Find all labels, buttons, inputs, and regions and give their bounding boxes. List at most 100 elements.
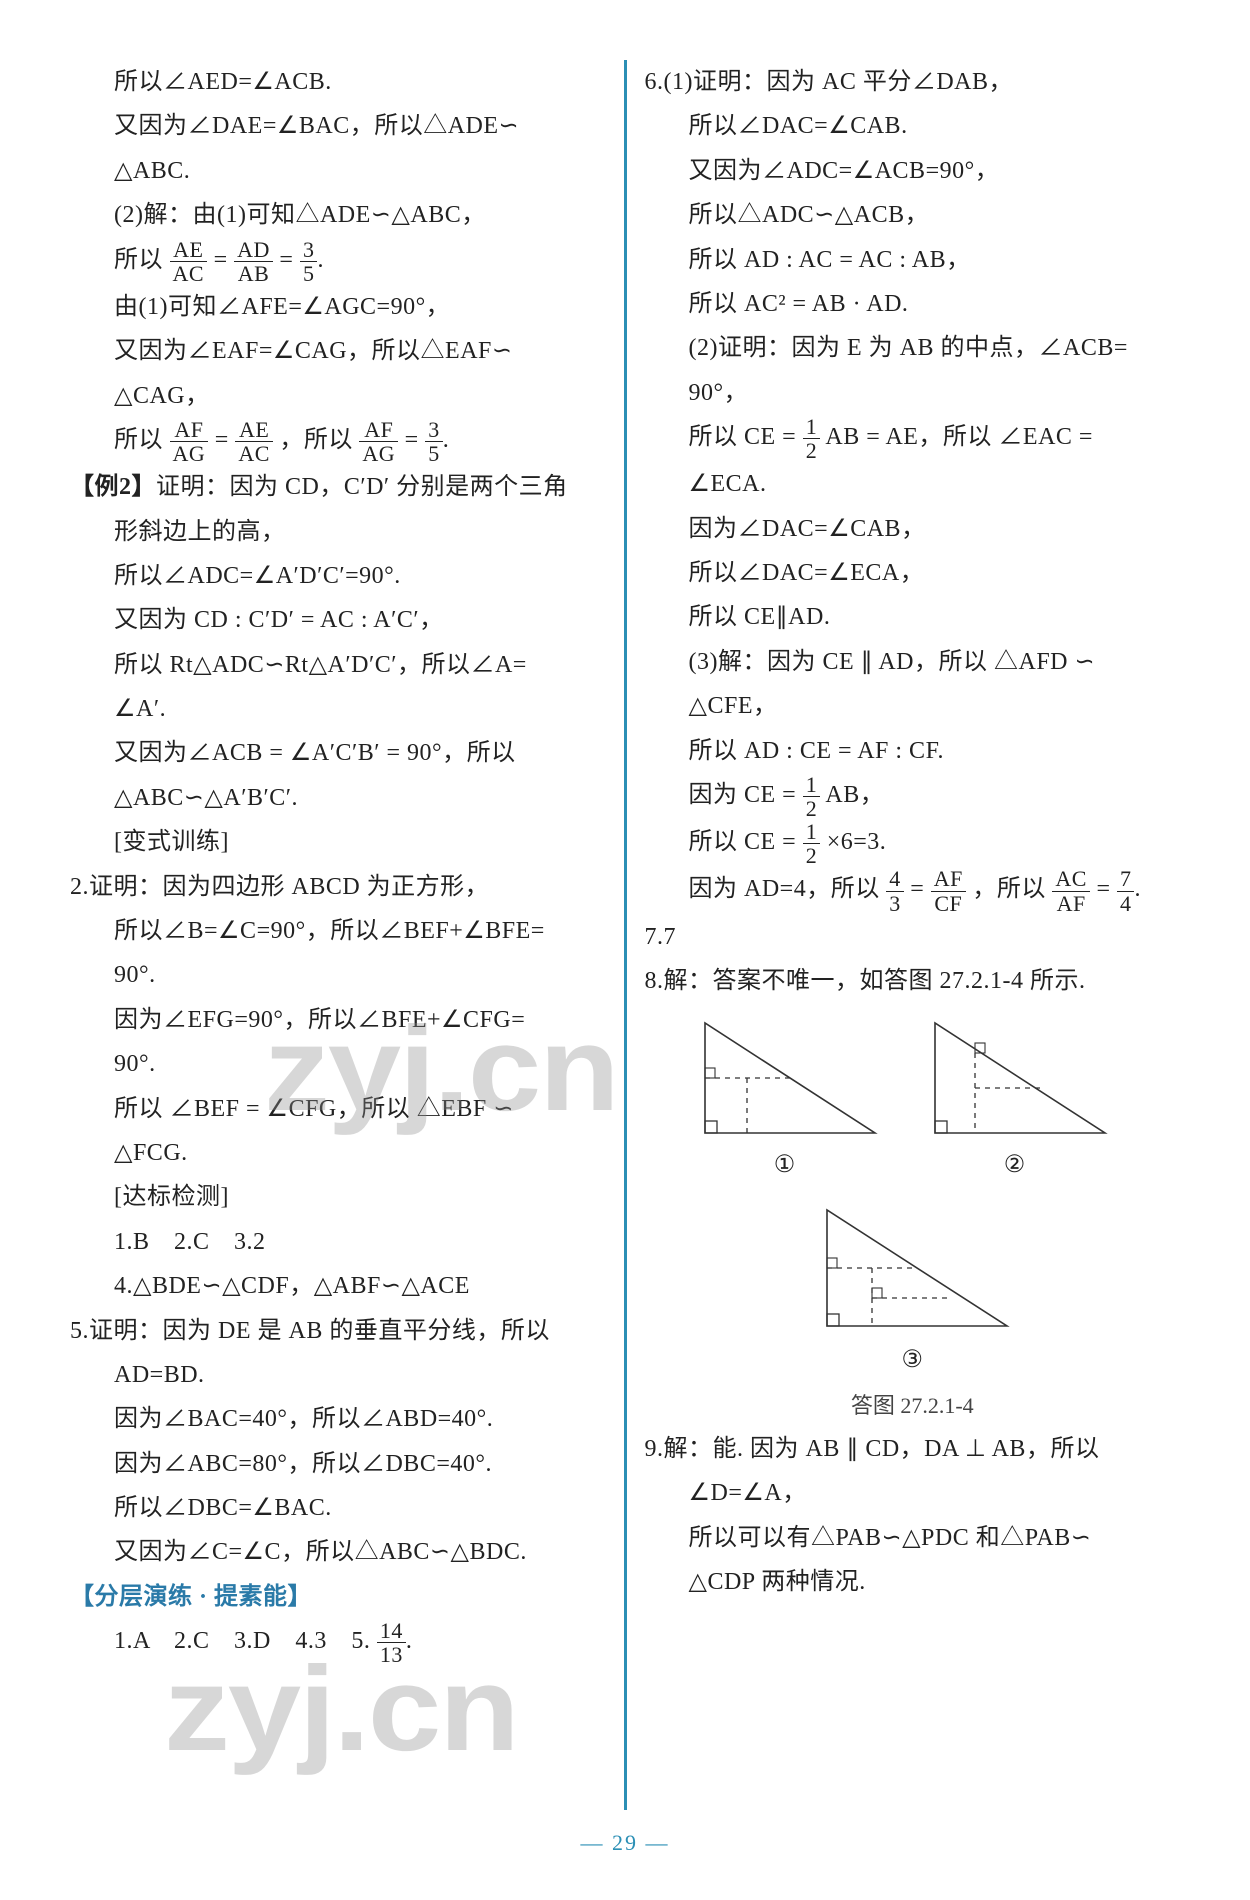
- fraction: ACAF: [1052, 867, 1090, 914]
- triangle-icon: [802, 1198, 1022, 1338]
- text: ×6=3.: [827, 829, 887, 855]
- fraction: 35: [425, 418, 443, 465]
- text-line: 又因为∠C=∠C，所以△ABC∽△BDC.: [70, 1530, 606, 1574]
- text-line: 所以∠B=∠C=90°，所以∠BEF+∠BFE=: [70, 909, 606, 953]
- text: 所以: [114, 427, 163, 453]
- text-line: (2)证明：因为 E 为 AB 的中点，∠ACB=: [645, 326, 1181, 370]
- text: AB，: [825, 782, 884, 808]
- text-line: 所以 CE = 12 AB = AE，所以 ∠EAC =: [645, 415, 1181, 462]
- example-2-head: 【例2】证明：因为 CD，C′D′ 分别是两个三角: [70, 465, 606, 509]
- fraction: AEAC: [235, 418, 273, 465]
- text-line: 又因为∠ADC=∠ACB=90°，: [645, 149, 1181, 193]
- text-line: 所以 CE = 12 ×6=3.: [645, 820, 1181, 867]
- text: 所以 CE =: [689, 829, 797, 855]
- text-line: 90°.: [70, 953, 606, 997]
- fraction: AFCF: [931, 867, 966, 914]
- text-line: 所以可以有△PAB∽△PDC 和△PAB∽: [645, 1516, 1181, 1560]
- text-line: 所以 AC² = AB · AD.: [645, 282, 1181, 326]
- subhead-variant: [变式训练]: [70, 820, 606, 864]
- text: 因为 CE =: [689, 782, 797, 808]
- triangle-icon: [915, 1013, 1115, 1143]
- figure-row-1: ① ②: [685, 1013, 1181, 1187]
- text-line: 所以 CE∥AD.: [645, 595, 1181, 639]
- text-line: △CFE，: [645, 684, 1181, 728]
- text-line: 90°.: [70, 1042, 606, 1086]
- page-columns: 所以∠AED=∠ACB. 又因为∠DAE=∠BAC，所以△ADE∽ △ABC. …: [70, 60, 1180, 1810]
- text-line: 因为∠ABC=80°，所以∠DBC=40°.: [70, 1442, 606, 1486]
- text: 因为 AD=4，所以: [689, 877, 880, 903]
- text-line: 所以∠DAC=∠ECA，: [645, 551, 1181, 595]
- text-line: ∠D=∠A，: [645, 1471, 1181, 1515]
- text-line: 所以∠ADC=∠A′D′C′=90°.: [70, 554, 606, 598]
- text: ，所以: [279, 427, 353, 453]
- fraction: AFAG: [170, 418, 209, 465]
- text-line: AD=BD.: [70, 1353, 606, 1397]
- text-line: 所以 AD : CE = AF : CF.: [645, 729, 1181, 773]
- text-line: 又因为 CD : C′D′ = AC : A′C′，: [70, 598, 606, 642]
- text-line: 所以 Rt△ADC∽Rt△A′D′C′，所以∠A=: [70, 643, 606, 687]
- figure-1: ①: [685, 1013, 885, 1187]
- text-line: (3)解：因为 CE ∥ AD，所以 △AFD ∽: [645, 640, 1181, 684]
- text-line: 又因为∠DAE=∠BAC，所以△ADE∽: [70, 104, 606, 148]
- figure-label: ③: [802, 1338, 1022, 1382]
- text-line: ∠ECA.: [645, 462, 1181, 506]
- text-line: 所以∠AED=∠ACB.: [70, 60, 606, 104]
- text-line: 9.解：能. 因为 AB ∥ CD，DA ⊥ AB，所以: [645, 1427, 1181, 1471]
- fraction: 43: [886, 867, 904, 914]
- fraction: 12: [803, 820, 821, 867]
- page-number: — 29 —: [70, 1830, 1180, 1856]
- text-line: 6.(1)证明：因为 AC 平分∠DAB，: [645, 60, 1181, 104]
- text-line: 所以 AFAG = AEAC ，所以 AFAG = 35.: [70, 418, 606, 465]
- text: =: [910, 877, 924, 903]
- text-line: (2)解：由(1)可知△ADE∽△ABC，: [70, 193, 606, 237]
- text-line: △CAG，: [70, 374, 606, 418]
- text: =: [1096, 877, 1110, 903]
- text-line: ∠A′.: [70, 687, 606, 731]
- figure-caption: 答图 27.2.1-4: [645, 1386, 1181, 1427]
- text: AB = AE，所以 ∠EAC =: [825, 424, 1093, 450]
- text-line: 由(1)可知∠AFE=∠AGC=90°，: [70, 285, 606, 329]
- text: 所以 CE =: [689, 424, 797, 450]
- figure-3: ③: [802, 1198, 1022, 1382]
- text-line: 因为 CE = 12 AB，: [645, 773, 1181, 820]
- figure-2: ②: [915, 1013, 1115, 1187]
- text-line: 8.解：答案不唯一，如答图 27.2.1-4 所示.: [645, 959, 1181, 1003]
- fraction: ADAB: [234, 238, 273, 285]
- text-line: 所以 ∠BEF = ∠CFG，所以 △EBF ∽: [70, 1087, 606, 1131]
- text-line: 所以△ADC∽△ACB，: [645, 193, 1181, 237]
- text-line: 因为∠DAC=∠CAB，: [645, 507, 1181, 551]
- right-column: 6.(1)证明：因为 AC 平分∠DAB， 所以∠DAC=∠CAB. 又因为∠A…: [627, 60, 1181, 1810]
- fraction: AEAC: [170, 238, 208, 285]
- text: ，所以: [972, 877, 1046, 903]
- text: 1.A 2.C 3.D 4.3 5.: [114, 1628, 370, 1654]
- fraction: 74: [1117, 867, 1135, 914]
- figure-row-2: ③: [645, 1198, 1181, 1382]
- section-head-practice: 【分层演练 · 提素能】: [70, 1575, 606, 1619]
- fraction: AFAG: [359, 418, 398, 465]
- text-line: 又因为∠ACB = ∠A′C′B′ = 90°，所以: [70, 731, 606, 775]
- answer-line: 1.B 2.C 3.2: [70, 1220, 606, 1264]
- text-line: 所以 AEAC = ADAB = 35.: [70, 238, 606, 285]
- text-line: 又因为∠EAF=∠CAG，所以△EAF∽: [70, 329, 606, 373]
- text-line: 形斜边上的高，: [70, 510, 606, 554]
- fraction: 12: [803, 773, 821, 820]
- subhead-test: [达标检测]: [70, 1175, 606, 1219]
- figure-label: ②: [915, 1143, 1115, 1187]
- text-line: 因为∠BAC=40°，所以∠ABD=40°.: [70, 1397, 606, 1441]
- text-line: 所以∠DBC=∠BAC.: [70, 1486, 606, 1530]
- text-line: 90°，: [645, 371, 1181, 415]
- text: 证明：因为 CD，C′D′ 分别是两个三角: [156, 474, 568, 500]
- figure-label: ①: [685, 1143, 885, 1187]
- text-line: △CDP 两种情况.: [645, 1560, 1181, 1604]
- triangle-icon: [685, 1013, 885, 1143]
- text-line: 因为∠EFG=90°，所以∠BFE+∠CFG=: [70, 998, 606, 1042]
- answer-line: 7.7: [645, 915, 1181, 959]
- text-line: △FCG.: [70, 1131, 606, 1175]
- text-line: △ABC.: [70, 149, 606, 193]
- text-line: 因为 AD=4，所以 43 = AFCF ，所以 ACAF = 74.: [645, 867, 1181, 914]
- fraction: 35: [300, 238, 318, 285]
- text-line: 5.证明：因为 DE 是 AB 的垂直平分线，所以: [70, 1309, 606, 1353]
- text-line: 所以∠DAC=∠CAB.: [645, 104, 1181, 148]
- text-line: △ABC∽△A′B′C′.: [70, 776, 606, 820]
- left-column: 所以∠AED=∠ACB. 又因为∠DAE=∠BAC，所以△ADE∽ △ABC. …: [70, 60, 624, 1810]
